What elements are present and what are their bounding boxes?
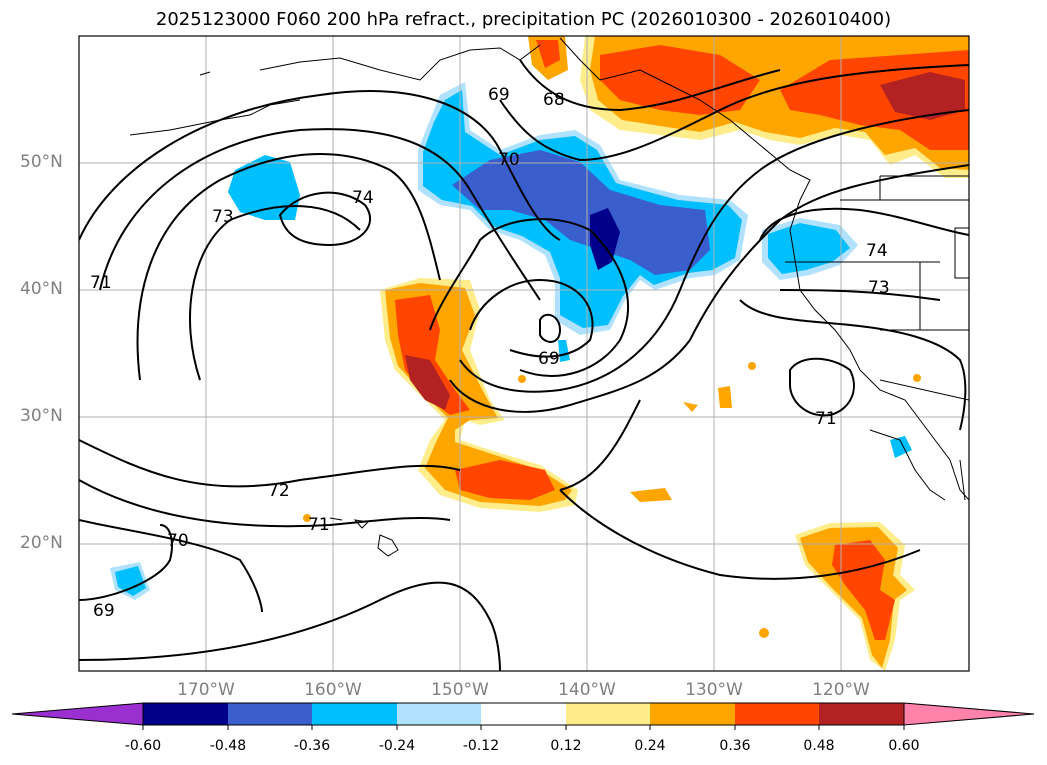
colorbar-high-extend: [903, 702, 1035, 726]
colorbar-outline: [142, 702, 905, 726]
lat-label: 50°N: [20, 152, 63, 172]
colorbar-bin: [819, 703, 904, 725]
precip-positive-shading: [303, 36, 969, 671]
contour-label: 70: [498, 150, 520, 170]
contour-label: 73: [868, 278, 890, 298]
contour-label: 72: [268, 481, 290, 501]
contour-label: 68: [543, 90, 565, 110]
contour-label: 69: [93, 601, 115, 621]
contour-label: 71: [90, 273, 112, 293]
contour-label: 73: [212, 207, 234, 227]
colorbar-tick-label: -0.36: [293, 738, 331, 754]
colorbar-tick-label: -0.48: [209, 738, 247, 754]
lon-label: 140°W: [558, 680, 616, 700]
lon-label: 120°W: [812, 680, 870, 700]
contour-label: 74: [866, 241, 888, 261]
colorbar-bin: [143, 703, 228, 725]
map-title: 2025123000 F060 200 hPa refract., precip…: [155, 9, 892, 30]
contour-label: 71: [815, 409, 837, 429]
colorbar-tick-label: 0.36: [719, 738, 751, 754]
colorbar-bin: [481, 703, 566, 725]
contour-labels: 69 68 70 74 73 71 69 72 71 70 69 74 73 7…: [90, 85, 890, 621]
map-plot-area: 69 68 70 74 73 71 69 72 71 70 69 74 73 7…: [79, 36, 969, 671]
map-gridlines: [79, 36, 969, 671]
contour-label: 69: [538, 349, 560, 369]
colorbar-bin: [566, 703, 650, 725]
contour-label: 74: [352, 188, 374, 208]
colorbar-tick-label: 0.24: [634, 738, 666, 754]
colorbar-bin: [312, 703, 397, 725]
lon-label: 150°W: [431, 680, 489, 700]
colorbar-tick-label: -0.12: [462, 738, 500, 754]
colorbar-bin: [735, 703, 819, 725]
contour-label: 70: [167, 531, 189, 551]
colorbar-tick-label: 0.48: [803, 738, 835, 754]
colorbar-tick-label: -0.60: [124, 738, 162, 754]
colorbar-low-extend: [11, 702, 144, 726]
colorbar-tick-label: 0.12: [550, 738, 582, 754]
refractivity-contours: [79, 59, 969, 671]
colorbar-tick-label: 0.60: [888, 738, 920, 754]
colorbar-bin: [228, 703, 312, 725]
colorbar-bin: [397, 703, 481, 725]
lat-label: 20°N: [20, 533, 63, 553]
colorbar-bin: [650, 703, 735, 725]
lon-label: 130°W: [685, 680, 743, 700]
contour-label: 71: [308, 515, 330, 535]
lon-label: 160°W: [304, 680, 362, 700]
lat-label: 30°N: [20, 406, 63, 426]
colorbar-tick-label: -0.24: [378, 738, 416, 754]
contour-label: 69: [488, 85, 510, 105]
coastlines: [129, 37, 969, 557]
colorbar: [11, 702, 1035, 730]
lon-label: 170°W: [177, 680, 235, 700]
map-frame: [78, 35, 970, 672]
lat-label: 40°N: [20, 279, 63, 299]
